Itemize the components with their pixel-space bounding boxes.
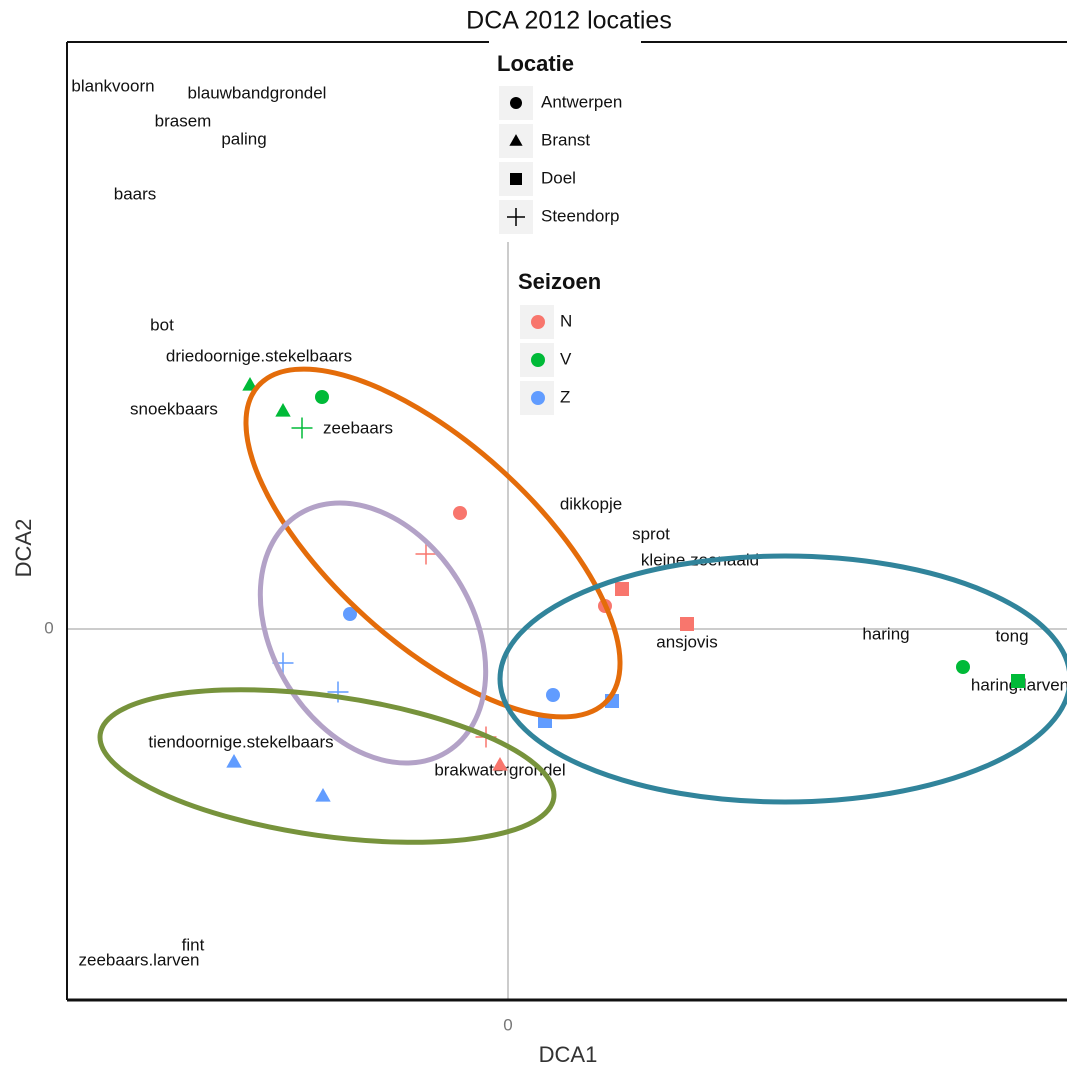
point bbox=[415, 543, 437, 565]
x-axis-label: DCA1 bbox=[539, 1042, 598, 1067]
species-label: haring bbox=[862, 624, 909, 643]
ellipse bbox=[243, 366, 623, 720]
legend-title: Locatie bbox=[497, 51, 574, 76]
legend: Locatie Antwerpen Branst Doel Steendorp Seizo… bbox=[497, 51, 622, 415]
point bbox=[956, 660, 970, 674]
point bbox=[546, 688, 560, 702]
point bbox=[291, 417, 313, 439]
point bbox=[492, 756, 508, 771]
y-axis-label: DCA2 bbox=[11, 519, 36, 578]
point bbox=[226, 753, 242, 768]
point bbox=[509, 134, 523, 146]
legend-label: Steendorp bbox=[541, 206, 619, 225]
legend-swatch bbox=[531, 391, 545, 405]
point bbox=[510, 97, 522, 109]
legend-label: Antwerpen bbox=[541, 92, 622, 111]
ellipse bbox=[257, 500, 489, 766]
species-label: paling bbox=[221, 129, 266, 148]
species-label: bot bbox=[150, 315, 174, 334]
species-label: tiendoornige.stekelbaars bbox=[148, 732, 333, 751]
ellipses bbox=[97, 366, 1067, 845]
legend-label: N bbox=[560, 311, 572, 330]
legend-label: V bbox=[560, 349, 572, 368]
point bbox=[315, 390, 329, 404]
point bbox=[507, 208, 525, 226]
ellipse bbox=[97, 687, 557, 845]
species-label: snoekbaars bbox=[130, 399, 218, 418]
species-label: baars bbox=[114, 184, 157, 203]
species-label: dikkopje bbox=[560, 494, 622, 513]
point bbox=[453, 506, 467, 520]
point bbox=[510, 173, 522, 185]
species-label: zeebaars.larven bbox=[79, 950, 200, 969]
ellipse bbox=[497, 553, 1067, 805]
point bbox=[275, 402, 291, 417]
plot-area: blankvoorn blauwbandgrondel brasem paling ba… bbox=[67, 42, 1067, 1000]
point bbox=[1011, 674, 1025, 688]
species-label: sprot bbox=[632, 524, 670, 543]
legend-swatch bbox=[531, 315, 545, 329]
species-label: blauwbandgrondel bbox=[188, 83, 327, 102]
species-label: tong bbox=[995, 626, 1028, 645]
legend-title: Seizoen bbox=[518, 269, 601, 294]
point bbox=[315, 787, 331, 802]
legend-label: Z bbox=[560, 387, 570, 406]
point bbox=[343, 607, 357, 621]
point bbox=[242, 376, 258, 391]
species-label: ansjovis bbox=[656, 632, 717, 651]
legend-label: Doel bbox=[541, 168, 576, 187]
point bbox=[680, 617, 694, 631]
species-label: fint bbox=[182, 935, 205, 954]
x-tick-label: 0 bbox=[503, 1015, 512, 1034]
point bbox=[615, 582, 629, 596]
species-label: brasem bbox=[155, 111, 212, 130]
species-label: driedoornige.stekelbaars bbox=[166, 346, 352, 365]
species-label: blankvoorn bbox=[71, 76, 154, 95]
species-label: zeebaars bbox=[323, 418, 393, 437]
y-tick-label: 0 bbox=[44, 618, 53, 637]
legend-swatch bbox=[531, 353, 545, 367]
chart-title: DCA 2012 locaties bbox=[466, 7, 672, 35]
legend-label: Branst bbox=[541, 130, 590, 149]
